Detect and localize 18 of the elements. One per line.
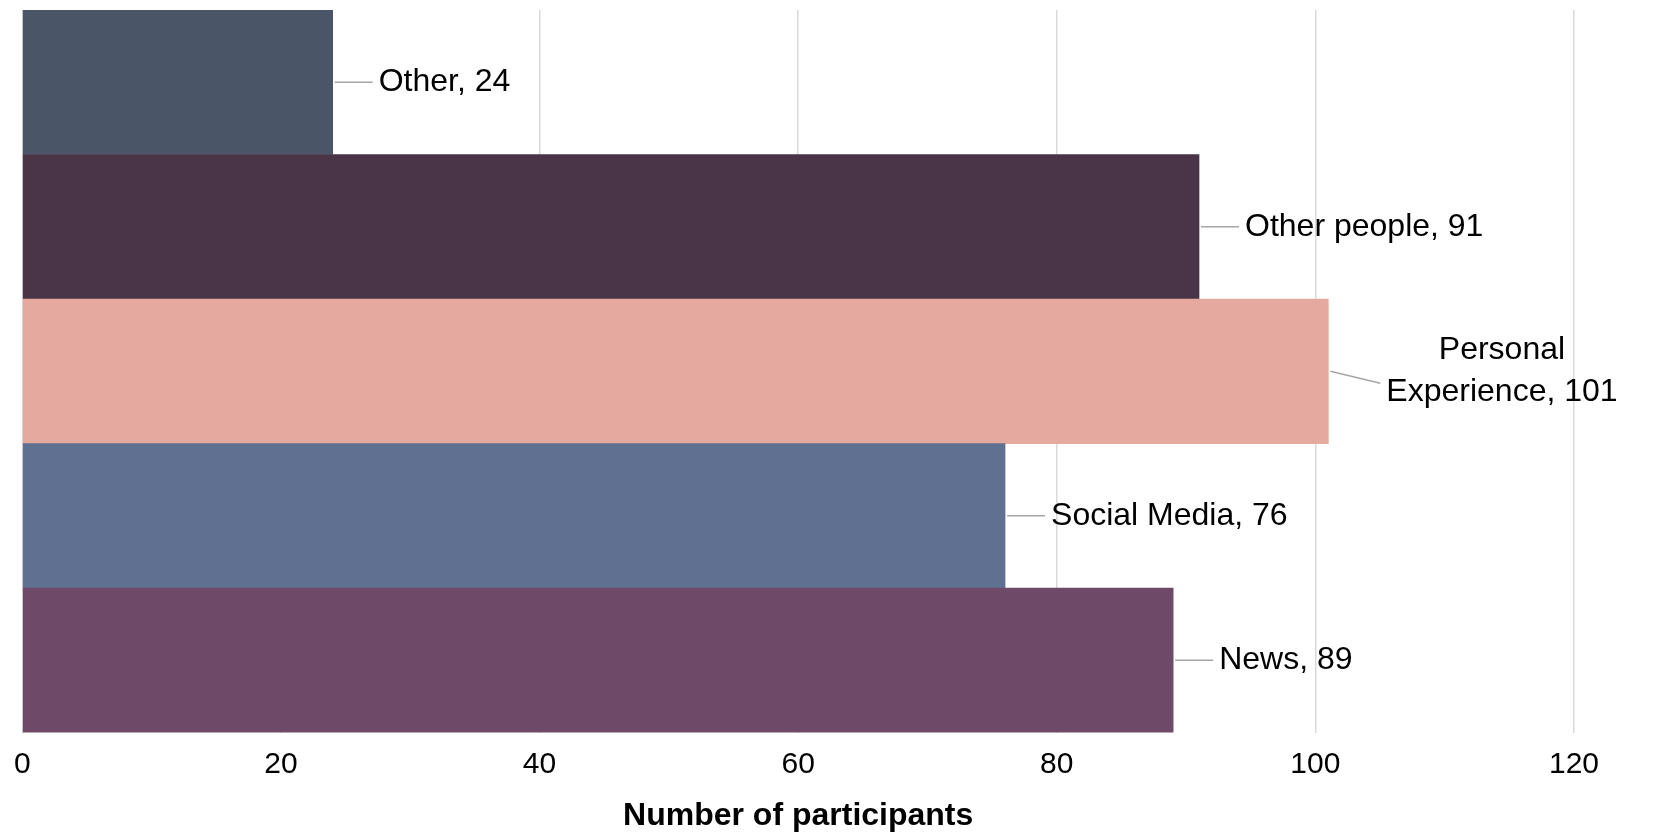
bar [22, 587, 1174, 733]
data-label: News, 89 [1219, 640, 1353, 677]
bar [22, 298, 1329, 444]
x-tick-label: 100 [1290, 745, 1341, 779]
x-axis-title: Number of participants [623, 795, 974, 832]
data-label: Personal Experience, 101 [1386, 330, 1618, 409]
bar [22, 154, 1200, 300]
x-tick-label: 0 [14, 745, 31, 779]
data-label: Other people, 91 [1245, 206, 1484, 243]
bar [22, 10, 333, 155]
bar [22, 443, 1006, 589]
x-tick-label: 120 [1548, 745, 1600, 779]
x-tick-label: 60 [781, 745, 815, 779]
x-tick-label: 80 [1040, 745, 1074, 779]
data-label: Other, 24 [378, 62, 511, 99]
x-tick-label: 40 [522, 745, 557, 779]
data-label: Social Media, 76 [1051, 495, 1288, 532]
x-tick-label: 20 [264, 745, 298, 779]
